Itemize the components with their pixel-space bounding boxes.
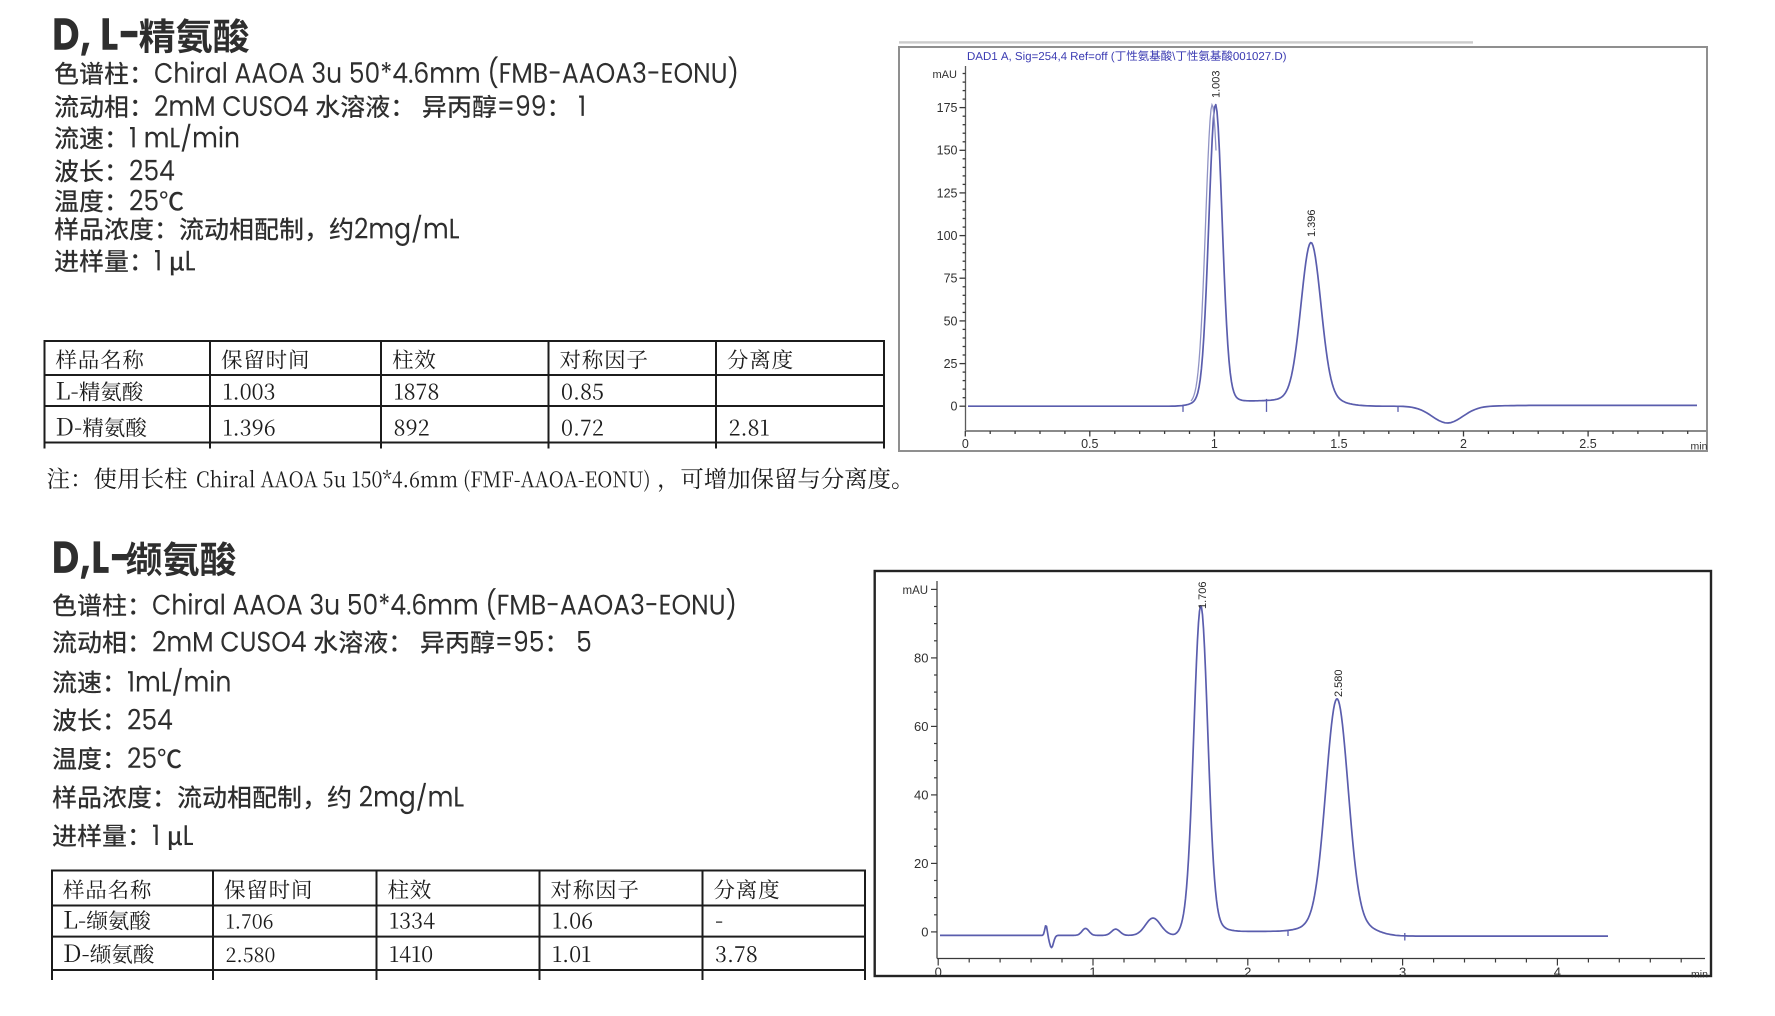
svg-text:125: 125 <box>937 186 958 200</box>
svg-text:2.5: 2.5 <box>1579 437 1596 451</box>
svg-text:0: 0 <box>921 925 928 940</box>
svg-text:2.580: 2.580 <box>1333 669 1345 697</box>
svg-text:0: 0 <box>962 437 969 451</box>
svg-text:1.003: 1.003 <box>1211 70 1223 98</box>
svg-text:1: 1 <box>1089 965 1096 980</box>
svg-text:75: 75 <box>944 272 958 286</box>
svg-text:175: 175 <box>937 101 958 115</box>
svg-text:20: 20 <box>914 856 928 871</box>
svg-text:0: 0 <box>951 400 958 414</box>
svg-text:1.396: 1.396 <box>1306 209 1318 237</box>
svg-text:100: 100 <box>937 229 958 243</box>
svg-text:80: 80 <box>914 651 928 666</box>
svg-text:50: 50 <box>944 314 958 328</box>
svg-text:2: 2 <box>1460 437 1467 451</box>
svg-text:2: 2 <box>1244 965 1251 980</box>
svg-text:3: 3 <box>1399 965 1406 980</box>
svg-text:0.5: 0.5 <box>1081 437 1098 451</box>
svg-text:mAU: mAU <box>933 69 958 81</box>
svg-text:40: 40 <box>914 788 928 803</box>
svg-text:4: 4 <box>1554 965 1561 980</box>
svg-text:1: 1 <box>1211 437 1218 451</box>
svg-text:0: 0 <box>935 965 942 980</box>
svg-text:1.706: 1.706 <box>1197 581 1209 609</box>
svg-text:min: min <box>1691 969 1708 981</box>
svg-text:1.5: 1.5 <box>1330 437 1347 451</box>
svg-text:min: min <box>1691 441 1708 453</box>
svg-text:25: 25 <box>944 357 958 371</box>
svg-text:mAU: mAU <box>903 585 929 597</box>
svg-text:150: 150 <box>937 144 958 158</box>
svg-text:60: 60 <box>914 719 928 734</box>
